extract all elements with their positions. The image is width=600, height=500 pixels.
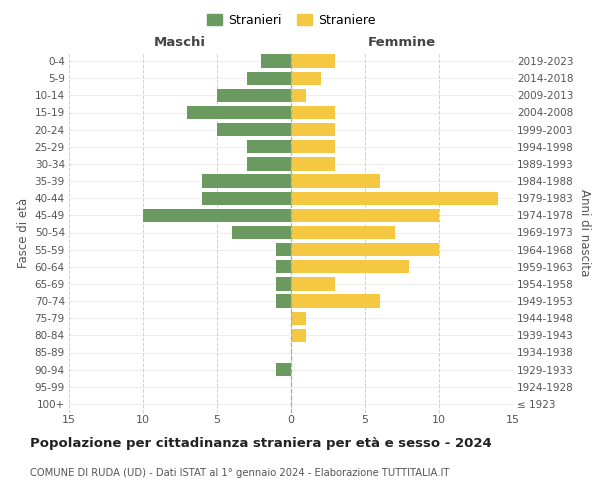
- Text: Femmine: Femmine: [368, 36, 436, 49]
- Bar: [291, 174, 380, 188]
- Bar: [291, 226, 395, 239]
- Bar: [291, 106, 335, 119]
- Bar: [187, 106, 291, 119]
- Bar: [291, 260, 409, 274]
- Y-axis label: Fasce di età: Fasce di età: [17, 198, 31, 268]
- Bar: [247, 72, 291, 85]
- Bar: [143, 208, 291, 222]
- Bar: [291, 192, 498, 205]
- Bar: [291, 123, 335, 136]
- Bar: [291, 243, 439, 256]
- Text: Maschi: Maschi: [154, 36, 206, 49]
- Bar: [291, 328, 306, 342]
- Bar: [291, 208, 439, 222]
- Bar: [276, 243, 291, 256]
- Bar: [291, 54, 335, 68]
- Bar: [262, 54, 291, 68]
- Bar: [217, 123, 291, 136]
- Bar: [291, 294, 380, 308]
- Legend: Stranieri, Straniere: Stranieri, Straniere: [202, 8, 380, 32]
- Y-axis label: Anni di nascita: Anni di nascita: [578, 189, 591, 276]
- Bar: [202, 174, 291, 188]
- Bar: [247, 140, 291, 153]
- Bar: [276, 294, 291, 308]
- Bar: [291, 88, 306, 102]
- Text: Popolazione per cittadinanza straniera per età e sesso - 2024: Popolazione per cittadinanza straniera p…: [30, 438, 492, 450]
- Bar: [291, 157, 335, 170]
- Bar: [291, 312, 306, 325]
- Bar: [276, 363, 291, 376]
- Bar: [291, 72, 320, 85]
- Bar: [276, 277, 291, 290]
- Text: COMUNE DI RUDA (UD) - Dati ISTAT al 1° gennaio 2024 - Elaborazione TUTTITALIA.IT: COMUNE DI RUDA (UD) - Dati ISTAT al 1° g…: [30, 468, 449, 477]
- Bar: [291, 140, 335, 153]
- Bar: [202, 192, 291, 205]
- Bar: [232, 226, 291, 239]
- Bar: [247, 157, 291, 170]
- Bar: [217, 88, 291, 102]
- Bar: [276, 260, 291, 274]
- Bar: [291, 277, 335, 290]
